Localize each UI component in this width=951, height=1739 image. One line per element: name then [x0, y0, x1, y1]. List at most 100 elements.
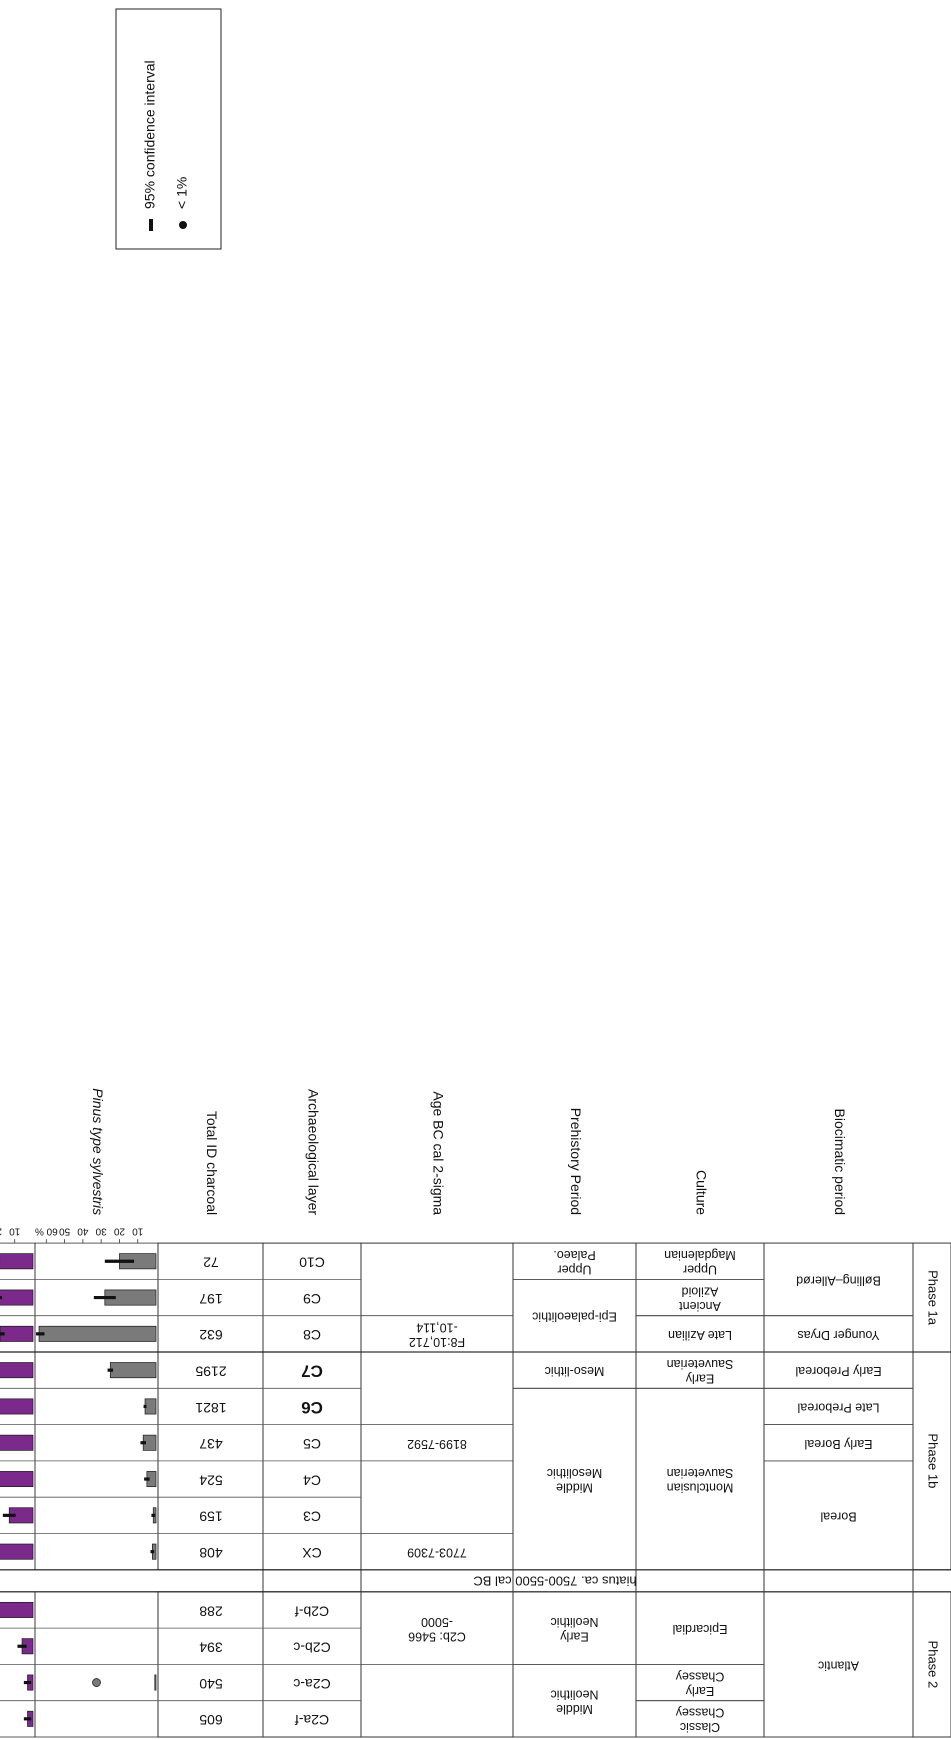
biozone-label: Early Boreal	[804, 1436, 872, 1450]
culture-label: EarlySauveterian	[667, 1357, 734, 1385]
layer-label: C4	[303, 1472, 321, 1488]
age-label: 8199-7592	[407, 1436, 467, 1450]
biozone-label-line: Atlantic	[818, 1658, 859, 1672]
total-charcoal-value: 394	[199, 1640, 223, 1656]
culture-label-line: Upper	[683, 1262, 717, 1276]
bar-pinus-type-sylvestris	[144, 1398, 157, 1415]
layer-label: C7	[301, 1362, 323, 1381]
biozone-label-line: Boreal	[820, 1509, 856, 1523]
total-charcoal-value: 1821	[195, 1400, 226, 1416]
bar-juniperus	[0, 1601, 34, 1618]
culture-label-line: Early	[685, 1371, 714, 1385]
period-label-line: Meso-lithic	[545, 1364, 605, 1378]
period-label-line: Middle	[556, 1480, 593, 1494]
period-label: EarlyNeolithic	[551, 1615, 599, 1643]
period-label-line: Neolithic	[551, 1615, 599, 1629]
culture-label: AncientAziloid	[679, 1284, 721, 1312]
column-header-culture: Culture	[693, 1170, 709, 1215]
culture-label-line: Epicardial	[673, 1622, 728, 1636]
biozone-label-line: Late Preboreal	[797, 1400, 879, 1414]
bar-pinus-type-sylvestris	[109, 1362, 157, 1379]
column-header-period: Prehistory Period	[568, 1108, 584, 1215]
period-label: UpperPalaeo.	[553, 1248, 595, 1276]
period-label: MiddleMesolithic	[547, 1466, 603, 1494]
total-charcoal-value: 197	[199, 1291, 223, 1307]
text-layer: Atlantic Boreal Early Boreal Late Preboreal…	[0, 60, 941, 1733]
age-label-line: -5000	[421, 1615, 453, 1629]
total-charcoal-value: 632	[199, 1327, 223, 1343]
column-header-layer: Archaeological layer	[305, 1089, 321, 1215]
layer-label: CX	[302, 1545, 322, 1561]
culture-label-line: Ancient	[679, 1298, 721, 1312]
bar-pinus-type-sylvestris	[154, 1674, 157, 1691]
total-charcoal-value: 408	[199, 1545, 223, 1561]
age-label-line: C2b: 5466	[408, 1629, 466, 1643]
axis-tick-label: 20	[0, 1225, 2, 1236]
column-header-age: Age BC cal 2-sigma	[430, 1091, 446, 1215]
bar-juniperus	[0, 1362, 34, 1379]
biozone-label: Younger Dryas	[797, 1328, 879, 1342]
grid-layer	[0, 8, 951, 1738]
axis-tick-label: 30	[95, 1225, 107, 1236]
biozone-label: Early Preboreal	[795, 1364, 881, 1378]
total-charcoal-value: 288	[199, 1603, 223, 1619]
total-charcoal-value: 437	[199, 1436, 223, 1452]
culture-label: UpperMagdalenian	[664, 1248, 736, 1276]
axis-tick-label: 60 %	[35, 1225, 58, 1236]
layer-label: C9	[303, 1291, 321, 1307]
age-label: C2b: 5466-5000	[408, 1615, 466, 1643]
biozone-label-line: Early Boreal	[804, 1436, 872, 1450]
phase-label: Phase 1b	[926, 1433, 941, 1488]
phase-label: Phase 1a	[926, 1270, 941, 1326]
period-label-line: Palaeo.	[553, 1248, 595, 1262]
period-label-line: Epi-palaeolithic	[532, 1309, 617, 1323]
age-label-line: 7703-7309	[407, 1545, 467, 1559]
biozone-label-line: Early Preboreal	[795, 1364, 881, 1378]
axis-tick-label: 20	[113, 1225, 125, 1236]
culture-label-line: Chassey	[675, 1705, 724, 1719]
culture-label-line: Aziloid	[682, 1284, 719, 1298]
total-charcoal-value: 605	[199, 1712, 223, 1728]
bar-juniperus	[0, 1253, 34, 1270]
layer-label: C2b-f	[295, 1603, 329, 1619]
period-label: Epi-palaeolithic	[532, 1309, 617, 1323]
biozone-label: Bølling–Allerød	[796, 1273, 881, 1287]
hiatus-label: hiatus ca. 7500-5500 cal BC	[473, 1573, 636, 1588]
culture-label-line: Sauveterian	[667, 1357, 734, 1371]
bar-juniperus	[0, 1398, 34, 1415]
column-header-biozone: Biocimatic period	[832, 1108, 848, 1215]
biozone-label: Boreal	[820, 1509, 856, 1523]
layer-label: C2b-c	[293, 1640, 330, 1656]
axis-tick-label: 50	[59, 1225, 71, 1236]
total-charcoal-value: 540	[199, 1676, 223, 1692]
column-header-total: Total ID charcoal	[204, 1111, 220, 1215]
culture-label: Late Azilian	[668, 1328, 732, 1342]
culture-label-line: Sauveterian	[667, 1466, 734, 1480]
biozone-label: Atlantic	[818, 1658, 859, 1672]
axis-tick-label: 10	[132, 1225, 144, 1236]
phase-label: Phase 2	[926, 1641, 941, 1689]
bar-pinus-type-sylvestris	[38, 1325, 157, 1342]
culture-label-line: Late Azilian	[668, 1328, 732, 1342]
culture-label: ClassicChassey	[675, 1705, 724, 1733]
rotated-figure-group: Atlantic Boreal Early Boreal Late Preboreal…	[0, 8, 951, 1738]
culture-label-line: Classic	[680, 1720, 720, 1734]
age-label-line: 8199-7592	[407, 1436, 467, 1450]
period-label-line: Middle	[556, 1702, 593, 1716]
culture-label-line: Early	[685, 1683, 714, 1697]
age-label: F8:10,712-10,114	[409, 1320, 465, 1348]
bars-layer	[0, 219, 187, 1727]
period-label: Meso-lithic	[545, 1364, 605, 1378]
taxon-column-frame	[0, 1242, 36, 1571]
culture-label: EarlyChassey	[675, 1669, 724, 1697]
taxon-name: Pinus type sylvestris	[90, 1088, 106, 1215]
layer-label: C3	[303, 1509, 321, 1525]
layer-label: C10	[299, 1255, 325, 1271]
total-charcoal-value: 2195	[195, 1363, 226, 1379]
axis-tick-label: 40	[77, 1225, 89, 1236]
axis-tick-label: 10	[9, 1225, 21, 1236]
bar-juniperus	[0, 1471, 34, 1488]
biozone-label-line: Younger Dryas	[797, 1328, 879, 1342]
